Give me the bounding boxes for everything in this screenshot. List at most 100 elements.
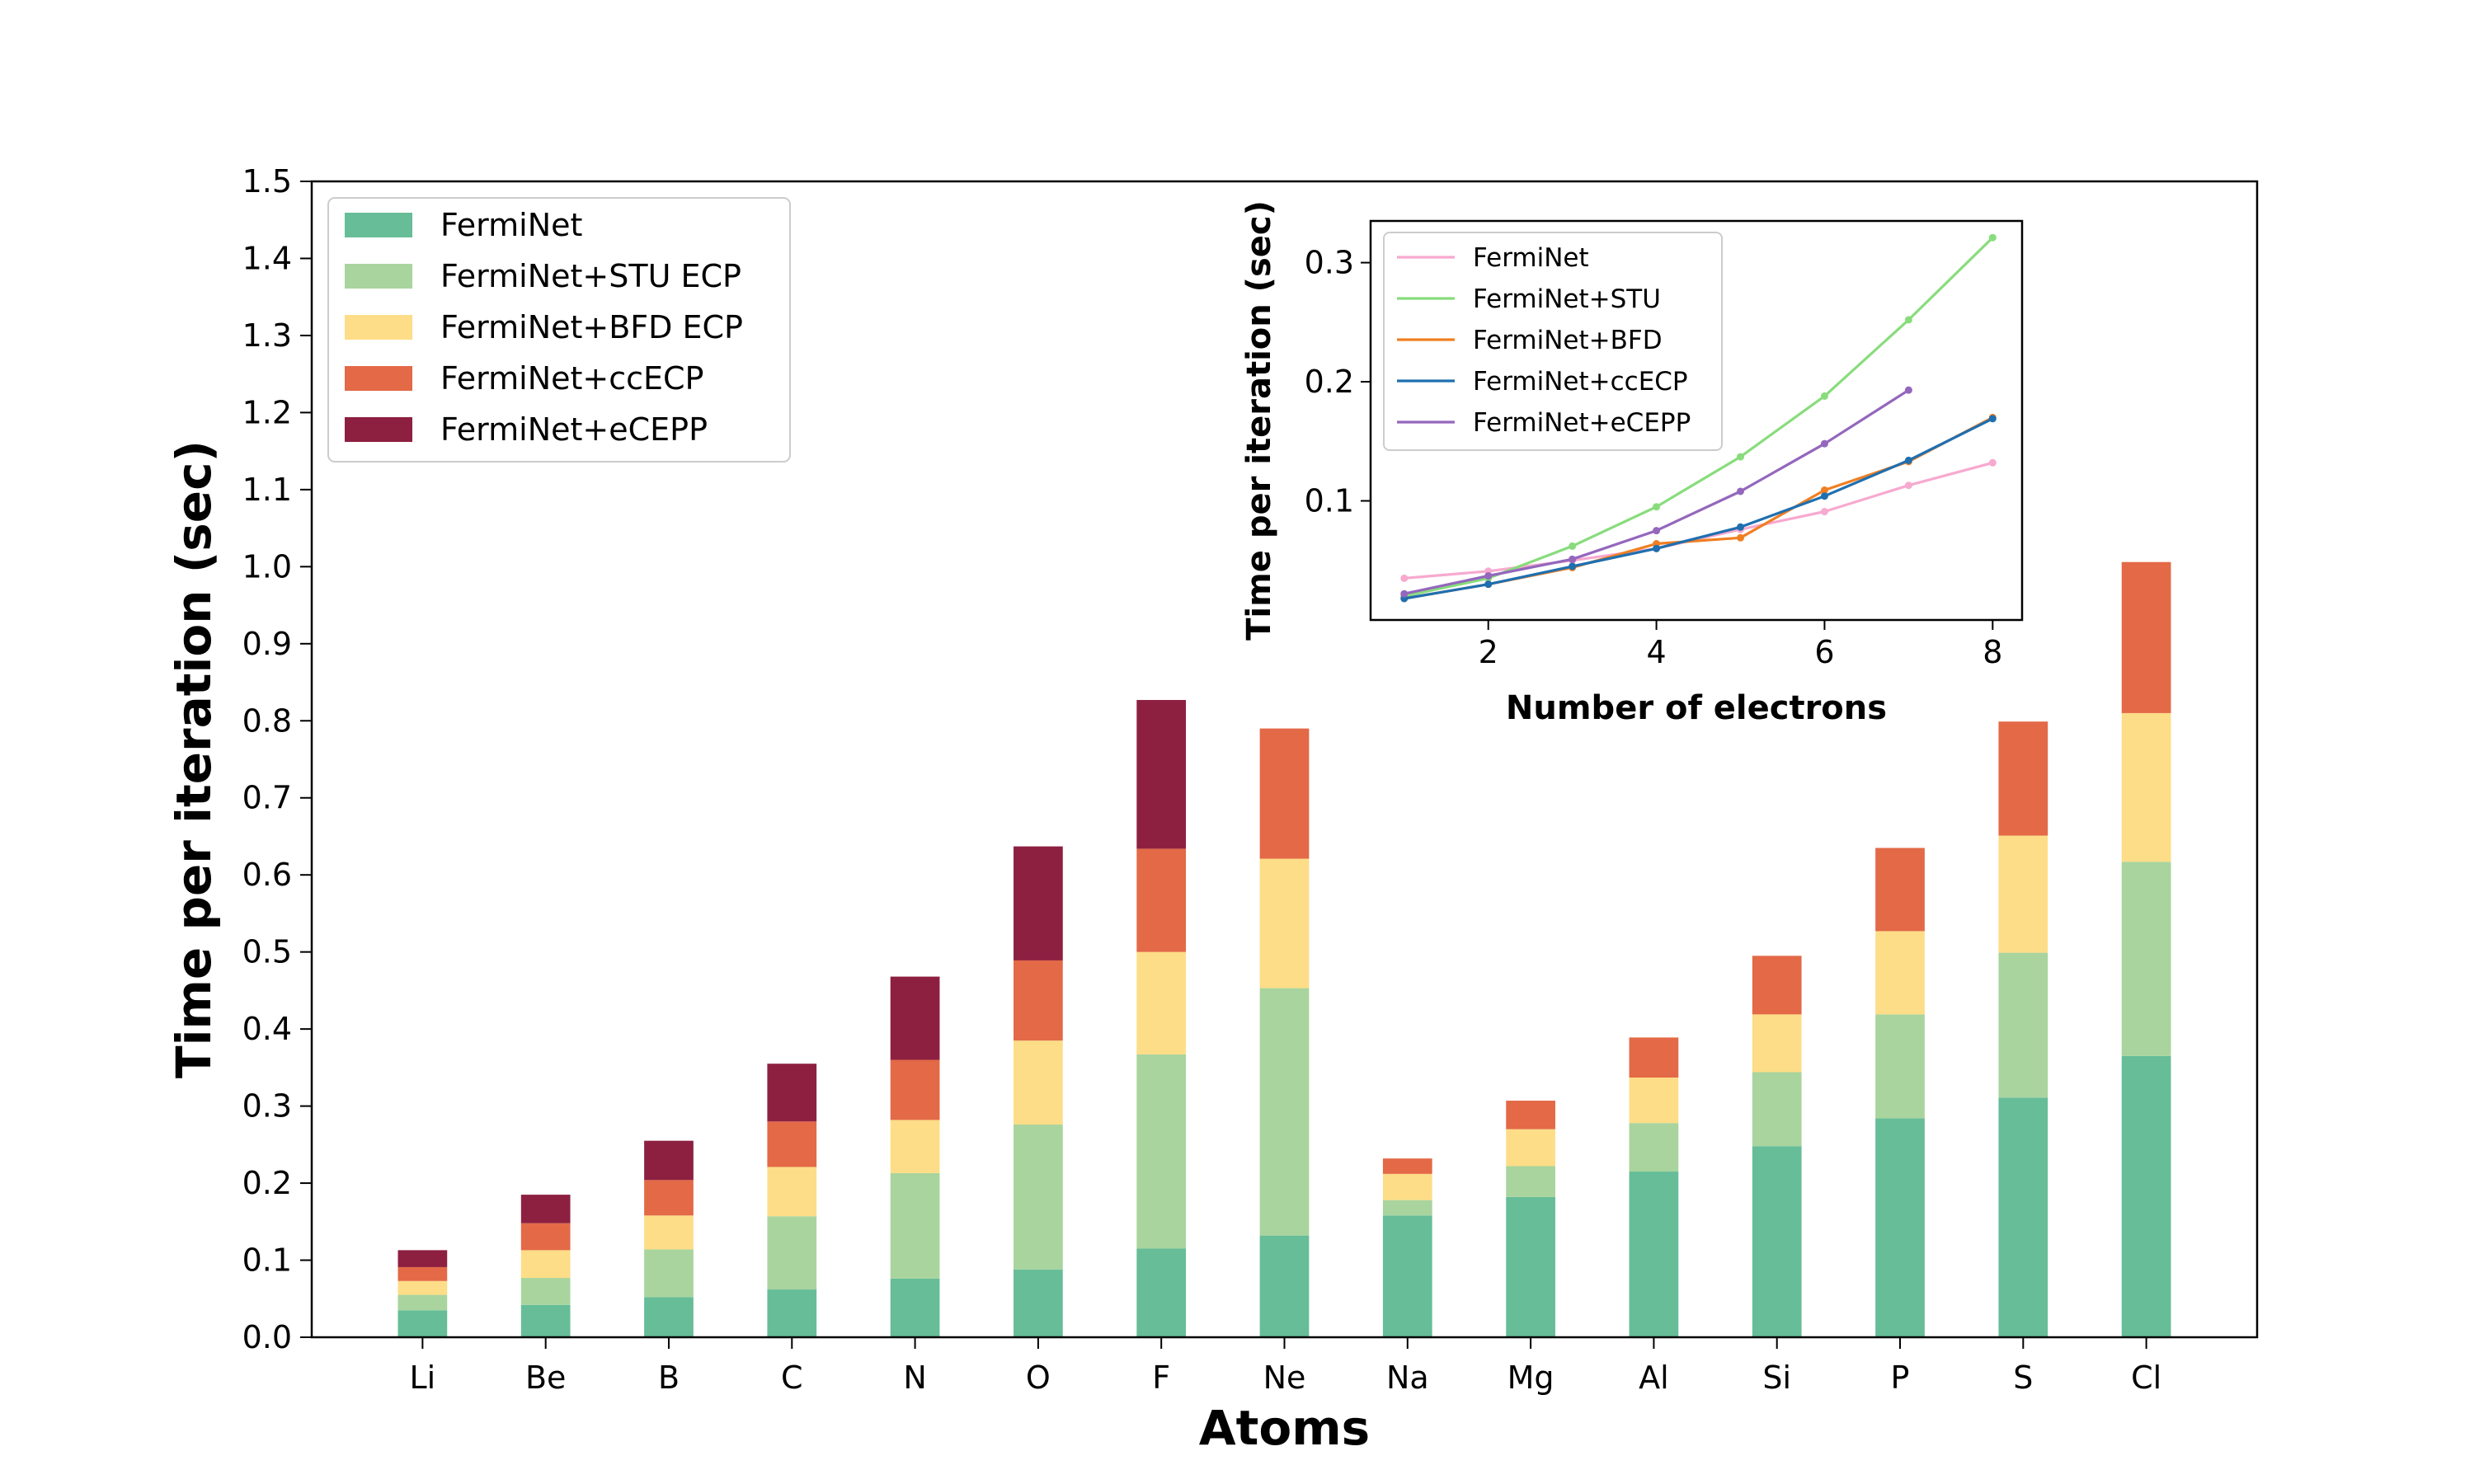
y-tick-label: 1.2 — [242, 394, 292, 430]
bar-segment — [1259, 858, 1310, 989]
bar-segment — [1014, 1269, 1063, 1337]
bar-segment — [520, 1223, 571, 1251]
bar-segment — [644, 1180, 694, 1216]
bar-segment — [1259, 988, 1310, 1236]
bar-segment — [1382, 1173, 1432, 1200]
inset-legend-label: FermiNet+BFD — [1473, 326, 1663, 355]
inset-data-point — [1820, 392, 1828, 400]
x-tick-label: Si — [1762, 1360, 1791, 1396]
main-legend-box — [327, 197, 791, 463]
inset-legend-label: FermiNet+STU — [1473, 284, 1661, 314]
inset-data-point — [1988, 415, 1997, 423]
bar-segment — [767, 1216, 817, 1290]
x-tick-label: Be — [525, 1360, 566, 1396]
y-tick-label: 1.3 — [242, 317, 292, 354]
bar-segment — [1506, 1101, 1555, 1129]
inset-data-point — [1820, 439, 1828, 448]
bar-segment — [890, 1120, 940, 1173]
y-tick-label: 0.3 — [242, 1088, 292, 1125]
legend-swatch — [345, 366, 412, 391]
bar-segment — [1629, 1078, 1679, 1124]
y-tick-label: 0.0 — [242, 1319, 292, 1355]
bar-segment — [520, 1195, 571, 1223]
inset-data-point — [1737, 533, 1745, 542]
x-tick-label: Li — [410, 1360, 436, 1396]
legend-label: FermiNet+BFD ECP — [440, 309, 743, 345]
legend-swatch — [345, 264, 412, 289]
y-tick-label: 1.1 — [242, 472, 292, 508]
x-tick-label: Mg — [1507, 1360, 1554, 1396]
inset-data-point — [1653, 544, 1661, 552]
inset-data-point — [1737, 487, 1745, 495]
main-legend: FermiNet FermiNet+STU ECP FermiNet+BFD ECP… — [327, 197, 791, 463]
bar-segment — [1875, 1014, 1925, 1119]
bar-segment — [1998, 1097, 2048, 1337]
inset-x-tick-label: 2 — [1479, 634, 1498, 670]
bar-segment — [1014, 846, 1063, 960]
bar-segment — [1752, 1014, 1802, 1073]
inset-data-point — [1988, 233, 1997, 242]
y-tick-label: 1.4 — [242, 240, 292, 276]
y-tick-label: 0.4 — [242, 1011, 292, 1047]
bar-segment — [1998, 952, 2048, 1098]
y-tick-label: 0.8 — [242, 702, 292, 739]
y-tick-label: 0.7 — [242, 780, 292, 816]
bar-segment — [1629, 1123, 1679, 1172]
bar-segment — [890, 1172, 940, 1279]
inset-y-axis-label: Time per iteration (sec) — [1240, 200, 1278, 641]
bar-segment — [890, 1278, 940, 1337]
y-tick-label: 1.0 — [242, 548, 292, 585]
bar-segment — [397, 1294, 448, 1311]
bar-segment — [397, 1266, 448, 1281]
x-tick-label: B — [658, 1360, 680, 1396]
y-tick-label: 0.1 — [242, 1242, 292, 1279]
y-tick-label: 1.5 — [242, 163, 292, 200]
legend-swatch — [345, 417, 412, 442]
bar-segment — [1382, 1158, 1432, 1174]
inset-data-point — [1820, 492, 1828, 500]
inset-data-point — [1484, 572, 1493, 580]
legend-label: FermiNet+ccECP — [440, 360, 703, 397]
inset-legend-label: FermiNet+eCEPP — [1473, 408, 1691, 438]
inset-series-line — [1404, 417, 1994, 600]
inset-x-tick-label: 6 — [1814, 634, 1834, 670]
legend-label: FermiNet+eCEPP — [440, 411, 708, 448]
bar-segment — [644, 1297, 694, 1337]
bar-segment — [1998, 835, 2048, 953]
bar-segment — [1136, 700, 1187, 849]
bar-segment — [1259, 728, 1310, 859]
inset-data-point — [1820, 486, 1828, 495]
inset-x-axis-label: Number of electrons — [1506, 689, 1887, 727]
bar-segment — [1382, 1215, 1432, 1337]
inset-data-point — [1820, 508, 1828, 516]
inset-data-point — [1400, 574, 1409, 582]
bar-segment — [1136, 1248, 1187, 1337]
bar-segment — [890, 976, 940, 1060]
inset-x-tick-label: 8 — [1982, 634, 2002, 670]
inset-data-point — [1569, 542, 1577, 550]
legend-label: FermiNet+STU ECP — [440, 258, 741, 294]
bar-segment — [397, 1280, 448, 1295]
bar-segment — [767, 1064, 817, 1122]
inset-chart: 2 4 6 8 0.1 0.2 0.3 Number of electrons Time per… — [1240, 200, 2024, 727]
x-tick-label: Na — [1386, 1360, 1429, 1396]
bar-segment — [2121, 561, 2171, 713]
inset-data-point — [1904, 316, 1912, 324]
inset-data-point — [1569, 555, 1577, 563]
main-chart: 0.0 0.1 0.2 0.3 0.4 0.5 0.6 0.7 0.8 0.9 1.0 1.1 1.2 1… — [166, 163, 2259, 1456]
bar-segment — [520, 1250, 571, 1279]
bar-segment — [2121, 862, 2171, 1056]
bar-segment — [2121, 1055, 2171, 1337]
inset-legend-label: FermiNet+ccECP — [1473, 367, 1688, 397]
x-tick-label: S — [2013, 1360, 2033, 1396]
bar-segment — [1014, 960, 1063, 1041]
bar-segment — [1752, 1072, 1802, 1147]
inset-data-point — [1988, 458, 1997, 467]
y-axis-label: Time per iteration (sec) — [166, 440, 222, 1078]
y-tick-label: 0.5 — [242, 934, 292, 970]
bar-segment — [1014, 1040, 1063, 1125]
bar-segment — [767, 1167, 817, 1217]
bar-segment — [1875, 848, 1925, 932]
x-axis-label: Atoms — [1199, 1400, 1370, 1456]
bar-segment — [1136, 951, 1187, 1054]
